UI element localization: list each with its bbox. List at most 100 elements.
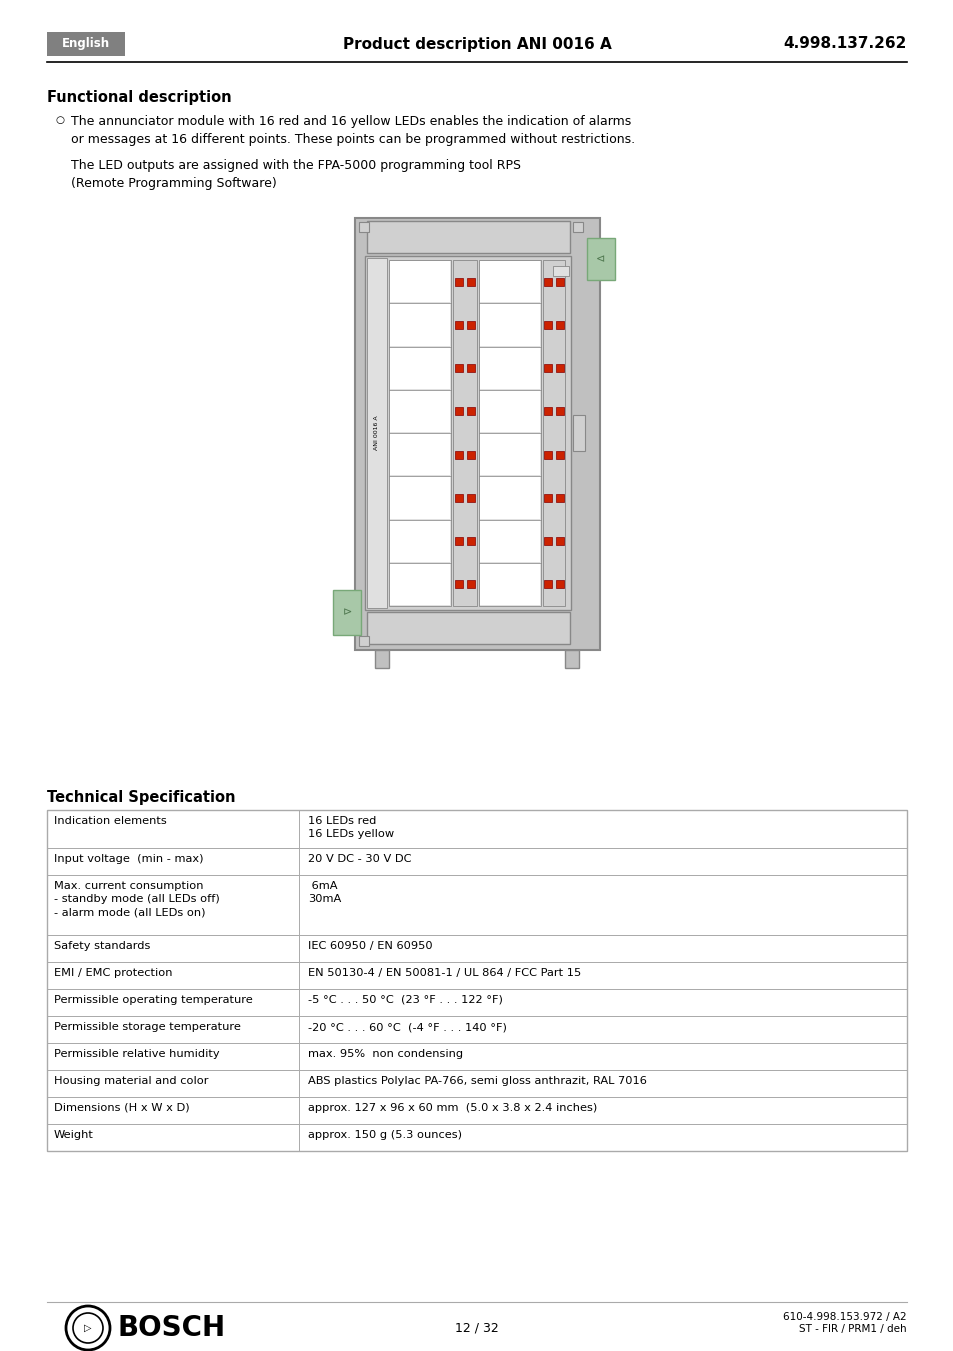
Bar bbox=[479, 304, 539, 346]
Bar bbox=[355, 218, 599, 650]
Bar bbox=[573, 415, 584, 451]
Bar bbox=[389, 259, 451, 607]
Bar bbox=[390, 261, 450, 303]
Bar bbox=[453, 259, 476, 607]
Bar bbox=[367, 258, 387, 608]
Bar bbox=[553, 266, 568, 276]
Bar bbox=[542, 259, 564, 607]
Bar bbox=[390, 434, 450, 476]
Bar bbox=[556, 494, 563, 501]
Bar bbox=[455, 365, 462, 372]
Bar bbox=[365, 255, 571, 611]
Bar bbox=[358, 636, 369, 646]
Text: ST - FIR / PRM1 / deh: ST - FIR / PRM1 / deh bbox=[799, 1324, 906, 1333]
Bar bbox=[47, 811, 906, 1151]
Bar bbox=[543, 494, 552, 501]
Text: 20 V DC - 30 V DC: 20 V DC - 30 V DC bbox=[308, 854, 411, 865]
Bar bbox=[556, 322, 563, 328]
Bar bbox=[367, 612, 569, 644]
Bar bbox=[390, 390, 450, 432]
Text: 4.998.137.262: 4.998.137.262 bbox=[782, 36, 906, 51]
Bar bbox=[455, 322, 462, 328]
Bar bbox=[455, 277, 462, 285]
Bar bbox=[586, 238, 615, 280]
Bar bbox=[467, 538, 475, 544]
Bar bbox=[556, 451, 563, 458]
Text: 610-4.998.153.972 / A2: 610-4.998.153.972 / A2 bbox=[782, 1312, 906, 1323]
Text: Safety standards: Safety standards bbox=[54, 942, 151, 951]
Bar bbox=[479, 563, 539, 605]
Text: BOSCH: BOSCH bbox=[118, 1315, 226, 1342]
Bar bbox=[367, 222, 569, 253]
Text: ⊳: ⊳ bbox=[342, 607, 352, 617]
Text: The annunciator module with 16 red and 16 yellow LEDs enables the indication of : The annunciator module with 16 red and 1… bbox=[71, 115, 635, 146]
Bar bbox=[47, 1097, 906, 1124]
Bar bbox=[479, 261, 539, 303]
Text: 12 / 32: 12 / 32 bbox=[455, 1321, 498, 1335]
Bar bbox=[47, 1070, 906, 1097]
Text: ANI 0016 A: ANI 0016 A bbox=[375, 416, 379, 450]
Bar bbox=[47, 1043, 906, 1070]
Text: Dimensions (H x W x D): Dimensions (H x W x D) bbox=[54, 1102, 190, 1113]
Text: IEC 60950 / EN 60950: IEC 60950 / EN 60950 bbox=[308, 942, 432, 951]
Text: Indication elements: Indication elements bbox=[54, 816, 167, 825]
Bar bbox=[47, 989, 906, 1016]
Bar bbox=[556, 408, 563, 415]
Text: Permissible storage temperature: Permissible storage temperature bbox=[54, 1021, 240, 1032]
Bar bbox=[467, 494, 475, 501]
Bar bbox=[47, 875, 906, 935]
Bar bbox=[467, 451, 475, 458]
Text: ○: ○ bbox=[55, 115, 64, 126]
Circle shape bbox=[66, 1306, 110, 1350]
Bar bbox=[47, 1124, 906, 1151]
Text: Functional description: Functional description bbox=[47, 91, 232, 105]
Bar bbox=[390, 304, 450, 346]
Bar bbox=[479, 347, 539, 389]
Bar bbox=[467, 322, 475, 328]
Bar bbox=[455, 408, 462, 415]
Bar bbox=[479, 520, 539, 562]
Text: ABS plastics Polylac PA-766, semi gloss anthrazit, RAL 7016: ABS plastics Polylac PA-766, semi gloss … bbox=[308, 1075, 646, 1086]
Text: approx. 150 g (5.3 ounces): approx. 150 g (5.3 ounces) bbox=[308, 1129, 461, 1140]
Bar bbox=[390, 347, 450, 389]
Bar bbox=[375, 650, 389, 667]
Text: The LED outputs are assigned with the FPA-5000 programming tool RPS
(Remote Prog: The LED outputs are assigned with the FP… bbox=[71, 159, 520, 190]
Text: Permissible operating temperature: Permissible operating temperature bbox=[54, 994, 253, 1005]
Bar bbox=[543, 322, 552, 328]
Circle shape bbox=[73, 1313, 103, 1343]
Bar bbox=[390, 520, 450, 562]
Text: max. 95%  non condensing: max. 95% non condensing bbox=[308, 1048, 462, 1059]
Bar bbox=[47, 32, 125, 55]
Bar bbox=[543, 408, 552, 415]
Text: -5 °C . . . 50 °C  (23 °F . . . 122 °F): -5 °C . . . 50 °C (23 °F . . . 122 °F) bbox=[308, 994, 502, 1005]
Text: Max. current consumption
- standby mode (all LEDs off)
- alarm mode (all LEDs on: Max. current consumption - standby mode … bbox=[54, 881, 219, 917]
Bar bbox=[564, 650, 578, 667]
Bar bbox=[543, 277, 552, 285]
Text: Technical Specification: Technical Specification bbox=[47, 790, 235, 805]
Bar bbox=[573, 222, 582, 232]
Bar bbox=[467, 581, 475, 589]
Text: approx. 127 x 96 x 60 mm  (5.0 x 3.8 x 2.4 inches): approx. 127 x 96 x 60 mm (5.0 x 3.8 x 2.… bbox=[308, 1102, 597, 1113]
Text: ▷: ▷ bbox=[84, 1323, 91, 1333]
Text: EMI / EMC protection: EMI / EMC protection bbox=[54, 969, 172, 978]
Bar bbox=[47, 935, 906, 962]
Bar bbox=[47, 811, 906, 848]
Text: Permissible relative humidity: Permissible relative humidity bbox=[54, 1048, 219, 1059]
Text: Housing material and color: Housing material and color bbox=[54, 1075, 209, 1086]
Bar bbox=[478, 259, 540, 607]
Text: 16 LEDs red
16 LEDs yellow: 16 LEDs red 16 LEDs yellow bbox=[308, 816, 394, 839]
Bar bbox=[556, 581, 563, 589]
Bar bbox=[543, 538, 552, 544]
Bar bbox=[543, 581, 552, 589]
Bar bbox=[479, 390, 539, 432]
Bar bbox=[479, 434, 539, 476]
Text: Product description ANI 0016 A: Product description ANI 0016 A bbox=[342, 36, 611, 51]
Text: 6mA
30mA: 6mA 30mA bbox=[308, 881, 341, 904]
Bar bbox=[390, 563, 450, 605]
Bar bbox=[455, 494, 462, 501]
Bar bbox=[455, 451, 462, 458]
Bar bbox=[467, 408, 475, 415]
Bar bbox=[455, 581, 462, 589]
Bar bbox=[467, 277, 475, 285]
Bar bbox=[543, 365, 552, 372]
